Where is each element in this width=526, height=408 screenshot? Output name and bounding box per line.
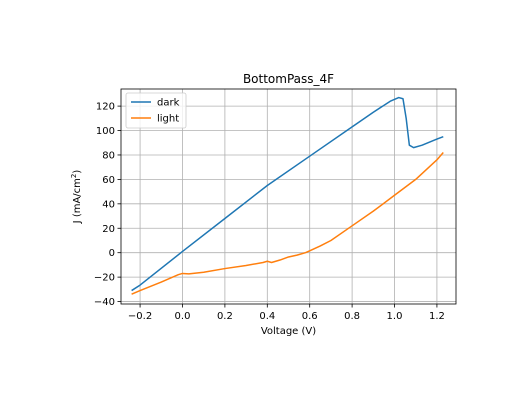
x-tick-label: 0.4 [259,311,275,322]
y-tick-label: 20 [102,224,115,235]
x-tick-label: 0.8 [344,311,360,322]
chart-title: BottomPass_4F [243,72,334,86]
y-axis-label-superscript: 2 [70,174,78,178]
x-tick-label: 0.6 [302,311,318,322]
y-tick-label: 120 [96,102,115,113]
y-tick-label: 60 [102,175,115,186]
y-tick-label: 0 [109,248,115,259]
y-tick-label: 80 [102,150,115,161]
tick-marks: −0.2 0.0 0.2 0.4 0.6 0.8 1.0 1.2 −40 −20 0 20 40 60 80… [94,102,445,322]
x-tick-label: −0.2 [128,311,152,322]
legend-label-light: light [157,114,179,125]
y-tick-label: 40 [102,199,115,210]
y-tick-label: 100 [96,126,115,137]
y-tick-label: −40 [94,297,115,308]
series-line-dark [131,96,444,292]
y-tick-label: −20 [94,273,115,284]
series-line-light [131,152,444,295]
legend-label-dark: dark [157,98,180,109]
x-tick-label: 0.0 [175,311,191,322]
x-tick-label: 1.2 [429,311,445,322]
y-axis-label: J (mA/cm2) [70,170,83,225]
x-tick-label: 0.2 [217,311,233,322]
legend: dark light [125,92,187,129]
series-lines [131,96,444,295]
y-axis-label-close: ) [72,170,83,174]
axes-frame [120,88,457,305]
x-axis-label: Voltage (V) [261,326,316,337]
y-axis-label-main: J (mA/cm [72,178,83,224]
grid-lines [121,89,456,304]
x-tick-label: 1.0 [387,311,403,322]
